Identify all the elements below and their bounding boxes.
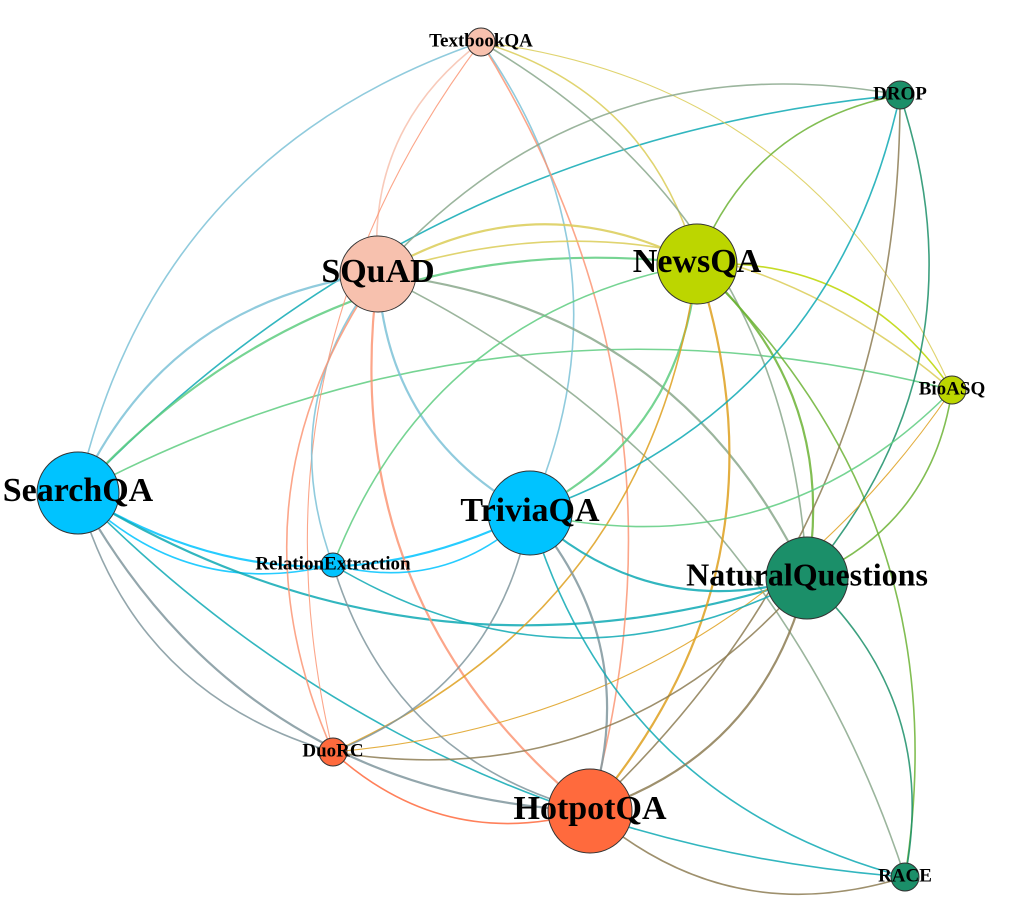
edge-textbookqa-duorc [306, 41, 482, 753]
edge-triviaqa-duorc [332, 512, 531, 753]
node-label-race: RACE [878, 865, 932, 886]
node-label-hotpotqa: HotpotQA [514, 790, 667, 827]
node-label-newsqa: NewsQA [633, 243, 762, 280]
edge-squad-relationextraction [310, 273, 379, 566]
edge-naturalquestions-race [806, 577, 913, 878]
edge-newsqa-bioasq [696, 262, 953, 391]
node-naturalquestions [765, 536, 849, 620]
edge-relationextraction-hotpotqa [332, 564, 591, 812]
edge-newsqa-race [696, 263, 916, 878]
edge-squad-duorc [286, 273, 379, 753]
node-label-squad: SQuAD [321, 253, 434, 290]
edge-searchqa-naturalquestions [77, 492, 808, 627]
node-label-relationextraction: RelationExtraction [255, 553, 411, 574]
node-race [890, 862, 920, 892]
node-label-triviaqa: TriviaQA [460, 492, 600, 529]
edge-drop-triviaqa [529, 94, 901, 514]
node-label-textbookqa: TextbookQA [429, 30, 533, 51]
edge-naturalquestions-hotpotqa [589, 577, 809, 813]
edge-searchqa-race [77, 492, 906, 878]
edge-newsqa-hotpotqa [589, 263, 731, 812]
edges-layer [77, 41, 953, 896]
edge-triviaqa-race [529, 512, 906, 878]
edge-hotpotqa-race [589, 810, 906, 896]
node-label-naturalquestions: NaturalQuestions [686, 556, 928, 592]
edge-searchqa-triviaqa [77, 492, 531, 568]
edge-triviaqa-hotpotqa [529, 512, 609, 812]
node-duorc [318, 737, 348, 767]
node-label-bioasq: BioASQ [919, 378, 986, 399]
node-newsqa [656, 223, 738, 305]
edge-relationextraction-naturalquestions [332, 564, 808, 639]
node-label-duorc: DuoRC [302, 740, 363, 761]
node-textbookqa [466, 27, 496, 57]
node-triviaqa [487, 470, 573, 556]
edge-drop-naturalquestions [806, 94, 930, 579]
node-searchqa [36, 451, 120, 535]
edge-squad-newsqa [377, 223, 698, 275]
edge-textbookqa-triviaqa [480, 41, 575, 514]
edge-searchqa-bioasq [77, 348, 953, 494]
node-label-drop: DROP [873, 83, 927, 104]
edge-naturalquestions-duorc [332, 577, 808, 761]
edge-searchqa-hotpotqa [77, 492, 591, 813]
edge-searchqa-duorc [77, 492, 334, 753]
edge-searchqa-textbookqa [77, 41, 482, 494]
node-label-searchqa: SearchQA [3, 472, 154, 509]
edge-newsqa-triviaqa [529, 263, 699, 514]
edge-newsqa-relationextraction [332, 263, 698, 566]
node-bioasq [937, 375, 967, 405]
edge-textbookqa-hotpotqa [480, 41, 630, 812]
edge-squad-naturalquestions [377, 272, 808, 579]
edge-searchqa-drop [77, 94, 901, 494]
node-relationextraction [320, 552, 346, 578]
edge-searchqa-squad [77, 272, 379, 494]
node-drop [885, 80, 915, 110]
edge-drop-hotpotqa [589, 94, 901, 812]
edge-bioasq-duorc [332, 389, 953, 753]
edge-newsqa-duorc [332, 263, 698, 753]
edge-textbookqa-newsqa [480, 41, 698, 265]
edge-squad-drop [377, 83, 901, 275]
node-squad [339, 235, 417, 313]
edge-squad-race [377, 273, 906, 878]
edge-textbookqa-bioasq [480, 41, 953, 391]
node-hotpotqa [547, 768, 633, 854]
labels-layer: TextbookQA DROP SQuAD NewsQA BioASQ SearchQA T… [3, 30, 986, 886]
nodes-layer [36, 27, 967, 892]
edge-bioasq-triviaqa [529, 389, 953, 528]
